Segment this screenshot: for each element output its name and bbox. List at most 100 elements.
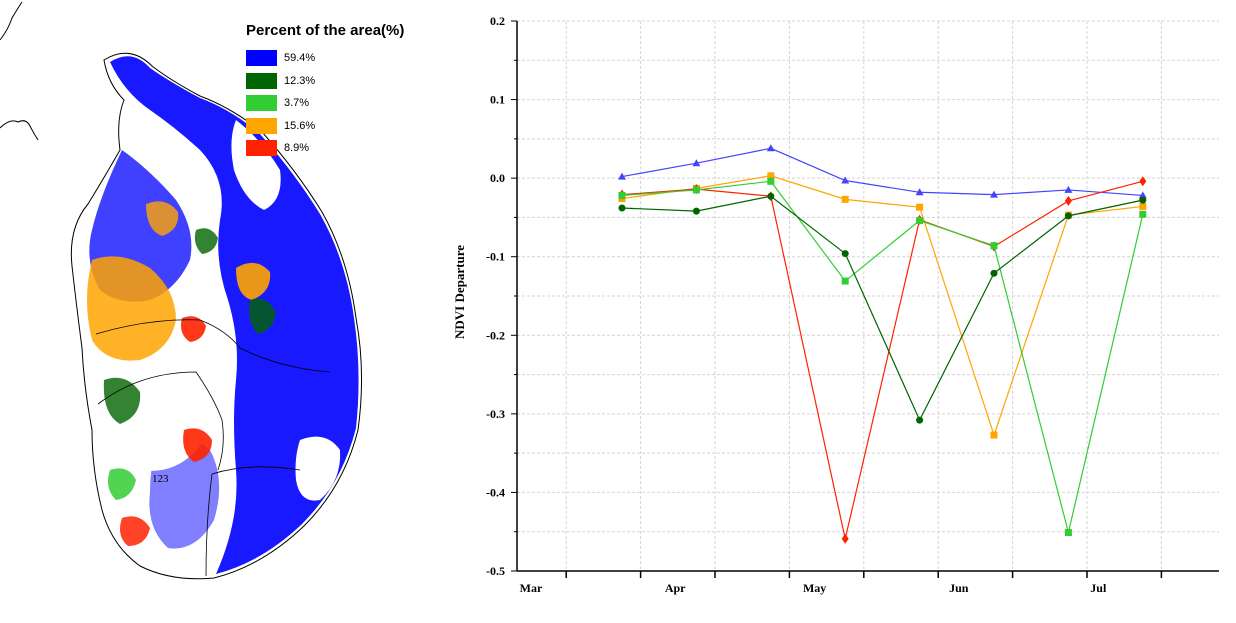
y-tick-label: 0.1: [490, 93, 505, 107]
legend-label: 8.9%: [284, 142, 310, 155]
legend-item: 15.6%: [246, 115, 404, 138]
legend-item: 12.3%: [246, 70, 404, 93]
data-point: [692, 186, 700, 194]
data-point: [841, 195, 849, 203]
legend-swatch: [246, 117, 277, 134]
district-boundary: [211, 466, 301, 475]
district-boundary: [97, 371, 224, 471]
series-layer: [618, 144, 1147, 544]
data-point: [1064, 529, 1072, 536]
y-tick-label: 0.0: [490, 171, 505, 185]
coverage-red: [120, 516, 150, 546]
district-boundary: [239, 347, 331, 373]
data-point: [841, 533, 849, 544]
data-point: [1064, 212, 1072, 220]
x-tick-label: Apr: [665, 581, 686, 595]
legend-label: 59.4%: [284, 52, 316, 65]
series-line: [621, 175, 1143, 437]
y-tick-label: 0.2: [490, 14, 505, 28]
data-point: [766, 144, 775, 152]
legend-swatch: [246, 95, 277, 112]
coverage-darkgreen: [103, 377, 141, 424]
series-line: [621, 180, 1144, 533]
coverage-orange: [87, 256, 176, 361]
coverage-gap: [231, 120, 281, 210]
coverage-red: [181, 316, 206, 342]
data-point: [841, 277, 849, 285]
axes: 0.2 0.1 0.0 -0.1 -0.2 -0.3 -0.4 -0.5 Mar Apr May Ju…: [486, 14, 1219, 595]
data-point: [1139, 210, 1147, 218]
legend-item: 59.4%: [246, 47, 404, 70]
x-tick-label: May: [803, 581, 826, 595]
y-tick-label: -0.1: [486, 250, 505, 264]
coverage-gap: [295, 436, 341, 501]
data-point: [1139, 176, 1147, 187]
data-point: [618, 172, 626, 180]
legend-item: 8.9%: [246, 137, 404, 160]
data-point: [990, 242, 998, 250]
district-boundary: [205, 473, 213, 577]
coverage-darkgreen: [249, 298, 276, 334]
legend-title: Percent of the area(%): [246, 22, 405, 39]
x-tick-label: Mar: [520, 581, 543, 595]
y-tick-label: -0.4: [486, 485, 505, 499]
coverage-lightgreen: [108, 468, 136, 500]
data-point: [767, 172, 775, 180]
data-point: [1064, 185, 1073, 193]
district-number-label: 123: [152, 473, 169, 485]
legend-item: 3.7%: [246, 92, 404, 115]
legend-items: 59.4% 12.3% 3.7% 15.6% 8.9%: [246, 47, 404, 160]
data-point: [1064, 195, 1072, 206]
data-point: [618, 191, 626, 199]
data-point: [1139, 196, 1147, 204]
series-line: [621, 195, 1143, 422]
legend-label: 15.6%: [284, 119, 316, 132]
data-point: [841, 176, 850, 184]
legend: Percent of the area(%) 59.4% 12.3% 3.7% …: [246, 22, 404, 160]
y-tick-label: -0.5: [486, 564, 505, 578]
map-panel: 123 Percent of the area(%) 59.4% 12.3% 3…: [0, 0, 440, 618]
legend-swatch: [246, 140, 277, 157]
data-point: [1138, 191, 1147, 199]
series-0: [618, 144, 1147, 199]
chart-panel: 0.2 0.1 0.0 -0.1 -0.2 -0.3 -0.4 -0.5 Mar Apr May Ju…: [440, 0, 1236, 618]
ndvi-departure-chart: 0.2 0.1 0.0 -0.1 -0.2 -0.3 -0.4 -0.5 Mar Apr May Ju…: [452, 14, 1219, 595]
sri-lanka-map: 123: [0, 1, 363, 580]
legend-label: 3.7%: [284, 97, 310, 110]
data-point: [767, 192, 775, 200]
series-line: [621, 180, 1143, 539]
grid: [517, 20, 1219, 572]
series-line: [621, 147, 1143, 197]
data-point: [915, 188, 924, 196]
data-point: [916, 416, 924, 424]
y-tick-label: -0.2: [486, 328, 505, 342]
coastline-fragment: [0, 1, 23, 41]
legend-swatch: [246, 50, 277, 67]
data-point: [618, 204, 626, 212]
coverage-red: [183, 428, 212, 462]
y-axis-label: NDVI Departure: [452, 245, 467, 339]
data-point: [767, 177, 775, 185]
coverage-darkgreen: [194, 228, 218, 254]
data-point: [692, 207, 700, 215]
x-tick-label: Jun: [949, 581, 969, 595]
coverage-orange: [146, 201, 179, 236]
data-point: [916, 217, 924, 225]
y-tick-label: -0.3: [486, 407, 505, 421]
data-point: [841, 250, 849, 258]
series-2: [618, 176, 1147, 544]
series-3: [618, 177, 1147, 536]
series-4: [618, 192, 1147, 424]
coverage-blue: [110, 56, 359, 575]
data-point: [990, 431, 998, 439]
data-point: [916, 203, 924, 211]
data-point: [1139, 202, 1147, 210]
x-tick-label: Jul: [1090, 581, 1107, 595]
data-point: [990, 269, 998, 277]
coverage-orange: [236, 262, 271, 300]
legend-label: 12.3%: [284, 74, 316, 87]
data-point: [692, 159, 701, 167]
district-boundary: [95, 319, 241, 349]
data-point: [990, 190, 998, 198]
coastline-fragment: [0, 120, 39, 141]
